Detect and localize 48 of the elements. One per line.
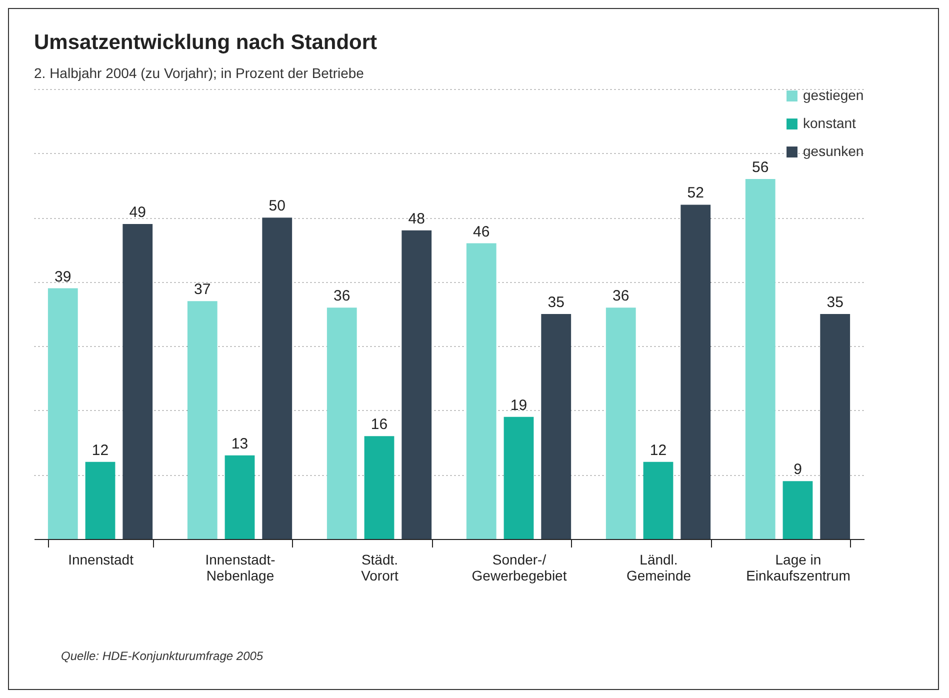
data-label: 9 xyxy=(794,461,802,478)
x-tick-label: Sonder-/ Gewerbegebiet xyxy=(472,552,567,584)
bar xyxy=(85,462,116,539)
bar xyxy=(48,288,78,539)
bar xyxy=(541,314,572,539)
data-label: 35 xyxy=(548,294,564,311)
data-label: 39 xyxy=(54,268,72,286)
bar xyxy=(745,179,776,539)
bar xyxy=(504,416,534,539)
data-label: 36 xyxy=(334,288,350,305)
data-label: 37 xyxy=(194,281,211,298)
chart-title: Umsatzentwicklung nach Standort xyxy=(34,31,378,54)
data-label: 12 xyxy=(92,442,109,459)
x-tick-label: Innenstadt- Nebenlage xyxy=(205,552,276,584)
source-note: Quelle: HDE-Konjunkturumfrage 2005 xyxy=(61,649,264,663)
data-label: 19 xyxy=(510,396,528,414)
x-tick-label: Innenstadt xyxy=(68,552,134,568)
data-label: 50 xyxy=(268,198,286,215)
data-label: 48 xyxy=(408,210,425,228)
legend-label: gesunken xyxy=(803,143,864,159)
bar xyxy=(326,308,357,539)
legend-label: konstant xyxy=(803,115,856,131)
data-label: 12 xyxy=(650,442,667,459)
bar xyxy=(643,462,674,539)
data-label: 16 xyxy=(370,416,388,434)
legend-label: gestiegen xyxy=(803,87,864,103)
bar xyxy=(820,314,850,539)
bar xyxy=(224,455,255,539)
bar xyxy=(187,301,218,539)
bar xyxy=(122,224,153,539)
x-tick-label: Lage in Einkaufszentrum xyxy=(746,552,850,584)
data-label: 49 xyxy=(129,204,146,221)
data-label: 13 xyxy=(231,435,248,452)
bar xyxy=(364,436,394,539)
chart-subtitle: 2. Halbjahr 2004 (zu Vorjahr); in Prozent der Betriebe xyxy=(34,65,364,81)
data-label: 52 xyxy=(687,184,704,202)
bar xyxy=(262,218,292,539)
data-label: 35 xyxy=(826,294,844,311)
bar xyxy=(680,204,711,539)
bar xyxy=(402,230,432,539)
bar xyxy=(606,308,636,539)
bar xyxy=(466,243,496,539)
bar xyxy=(782,481,813,539)
x-tick-label: Städt. Vorort xyxy=(361,552,399,584)
data-label: 46 xyxy=(473,223,490,240)
data-label: 56 xyxy=(752,159,769,176)
x-tick-label: Ländl. Gemeinde xyxy=(626,552,692,584)
data-label: 36 xyxy=(612,288,630,305)
